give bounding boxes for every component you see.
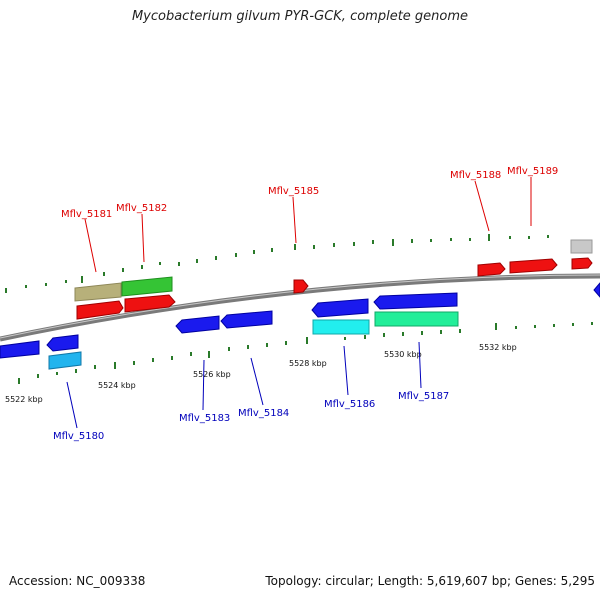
gene-label-mflv-5189[interactable]: Mflv_5189 (507, 166, 558, 177)
genome-summary: Topology: circular; Length: 5,619,607 bp… (265, 574, 595, 588)
gene-block-gray[interactable] (570, 239, 593, 254)
gene-label-mflv-5184[interactable]: Mflv_5184 (238, 408, 289, 419)
gene-arrow-blue-3[interactable] (175, 315, 220, 334)
gene-arrow-red-6[interactable] (571, 257, 593, 270)
scale-label-5528: 5528 kbp (289, 359, 327, 368)
gene-arrow-blue-1[interactable] (0, 340, 40, 359)
gene-arrow-blue-6[interactable] (373, 292, 458, 310)
gene-arrow-red-2[interactable] (124, 294, 176, 313)
gene-arrow-olive[interactable] (74, 282, 122, 302)
gene-label-mflv-5186[interactable]: Mflv_5186 (324, 399, 375, 410)
gene-label-mflv-5185[interactable]: Mflv_5185 (268, 186, 319, 197)
gene-arrow-blue-5[interactable] (311, 298, 369, 318)
scale-label-5532: 5532 kbp (479, 343, 517, 352)
gene-arrow-red-5[interactable] (509, 258, 558, 274)
bottom-label-lines (66, 341, 422, 429)
gene-label-mflv-5187[interactable]: Mflv_5187 (398, 391, 449, 402)
gene-label-mflv-5181[interactable]: Mflv_5181 (61, 209, 112, 220)
gene-arrow-red-4[interactable] (477, 262, 506, 277)
gene-arrow-green[interactable] (121, 276, 173, 297)
scale-label-5526: 5526 kbp (193, 370, 231, 379)
gene-label-mflv-5180[interactable]: Mflv_5180 (53, 431, 104, 442)
gene-arrow-cyan-1[interactable] (48, 351, 82, 370)
gene-label-mflv-5183[interactable]: Mflv_5183 (179, 413, 230, 424)
gene-label-mflv-5182[interactable]: Mflv_5182 (116, 203, 167, 214)
gene-arrow-red-3[interactable] (293, 279, 309, 294)
gene-arrow-blue-2[interactable] (46, 334, 79, 352)
reverse-genes (0, 282, 600, 370)
forward-genes (74, 239, 593, 320)
gene-arrow-red-1[interactable] (76, 300, 124, 320)
lower-tick-row (18, 322, 593, 384)
top-label-lines (84, 177, 532, 273)
scale-label-5530: 5530 kbp (384, 350, 422, 359)
upper-tick-row (5, 234, 549, 293)
scale-label-5524: 5524 kbp (98, 381, 136, 390)
gene-label-mflv-5188[interactable]: Mflv_5188 (450, 170, 501, 181)
genome-title: Mycobacterium gilvum PYR-GCK, complete g… (131, 9, 469, 24)
gene-arrow-blue-edge[interactable] (593, 282, 600, 298)
accession-label: Accession: NC_009338 (9, 574, 146, 588)
gene-block-cyan[interactable] (312, 319, 370, 335)
scale-label-5522: 5522 kbp (5, 395, 43, 404)
gene-arrow-blue-4[interactable] (220, 310, 273, 329)
gene-block-aquamarine[interactable] (374, 311, 459, 327)
